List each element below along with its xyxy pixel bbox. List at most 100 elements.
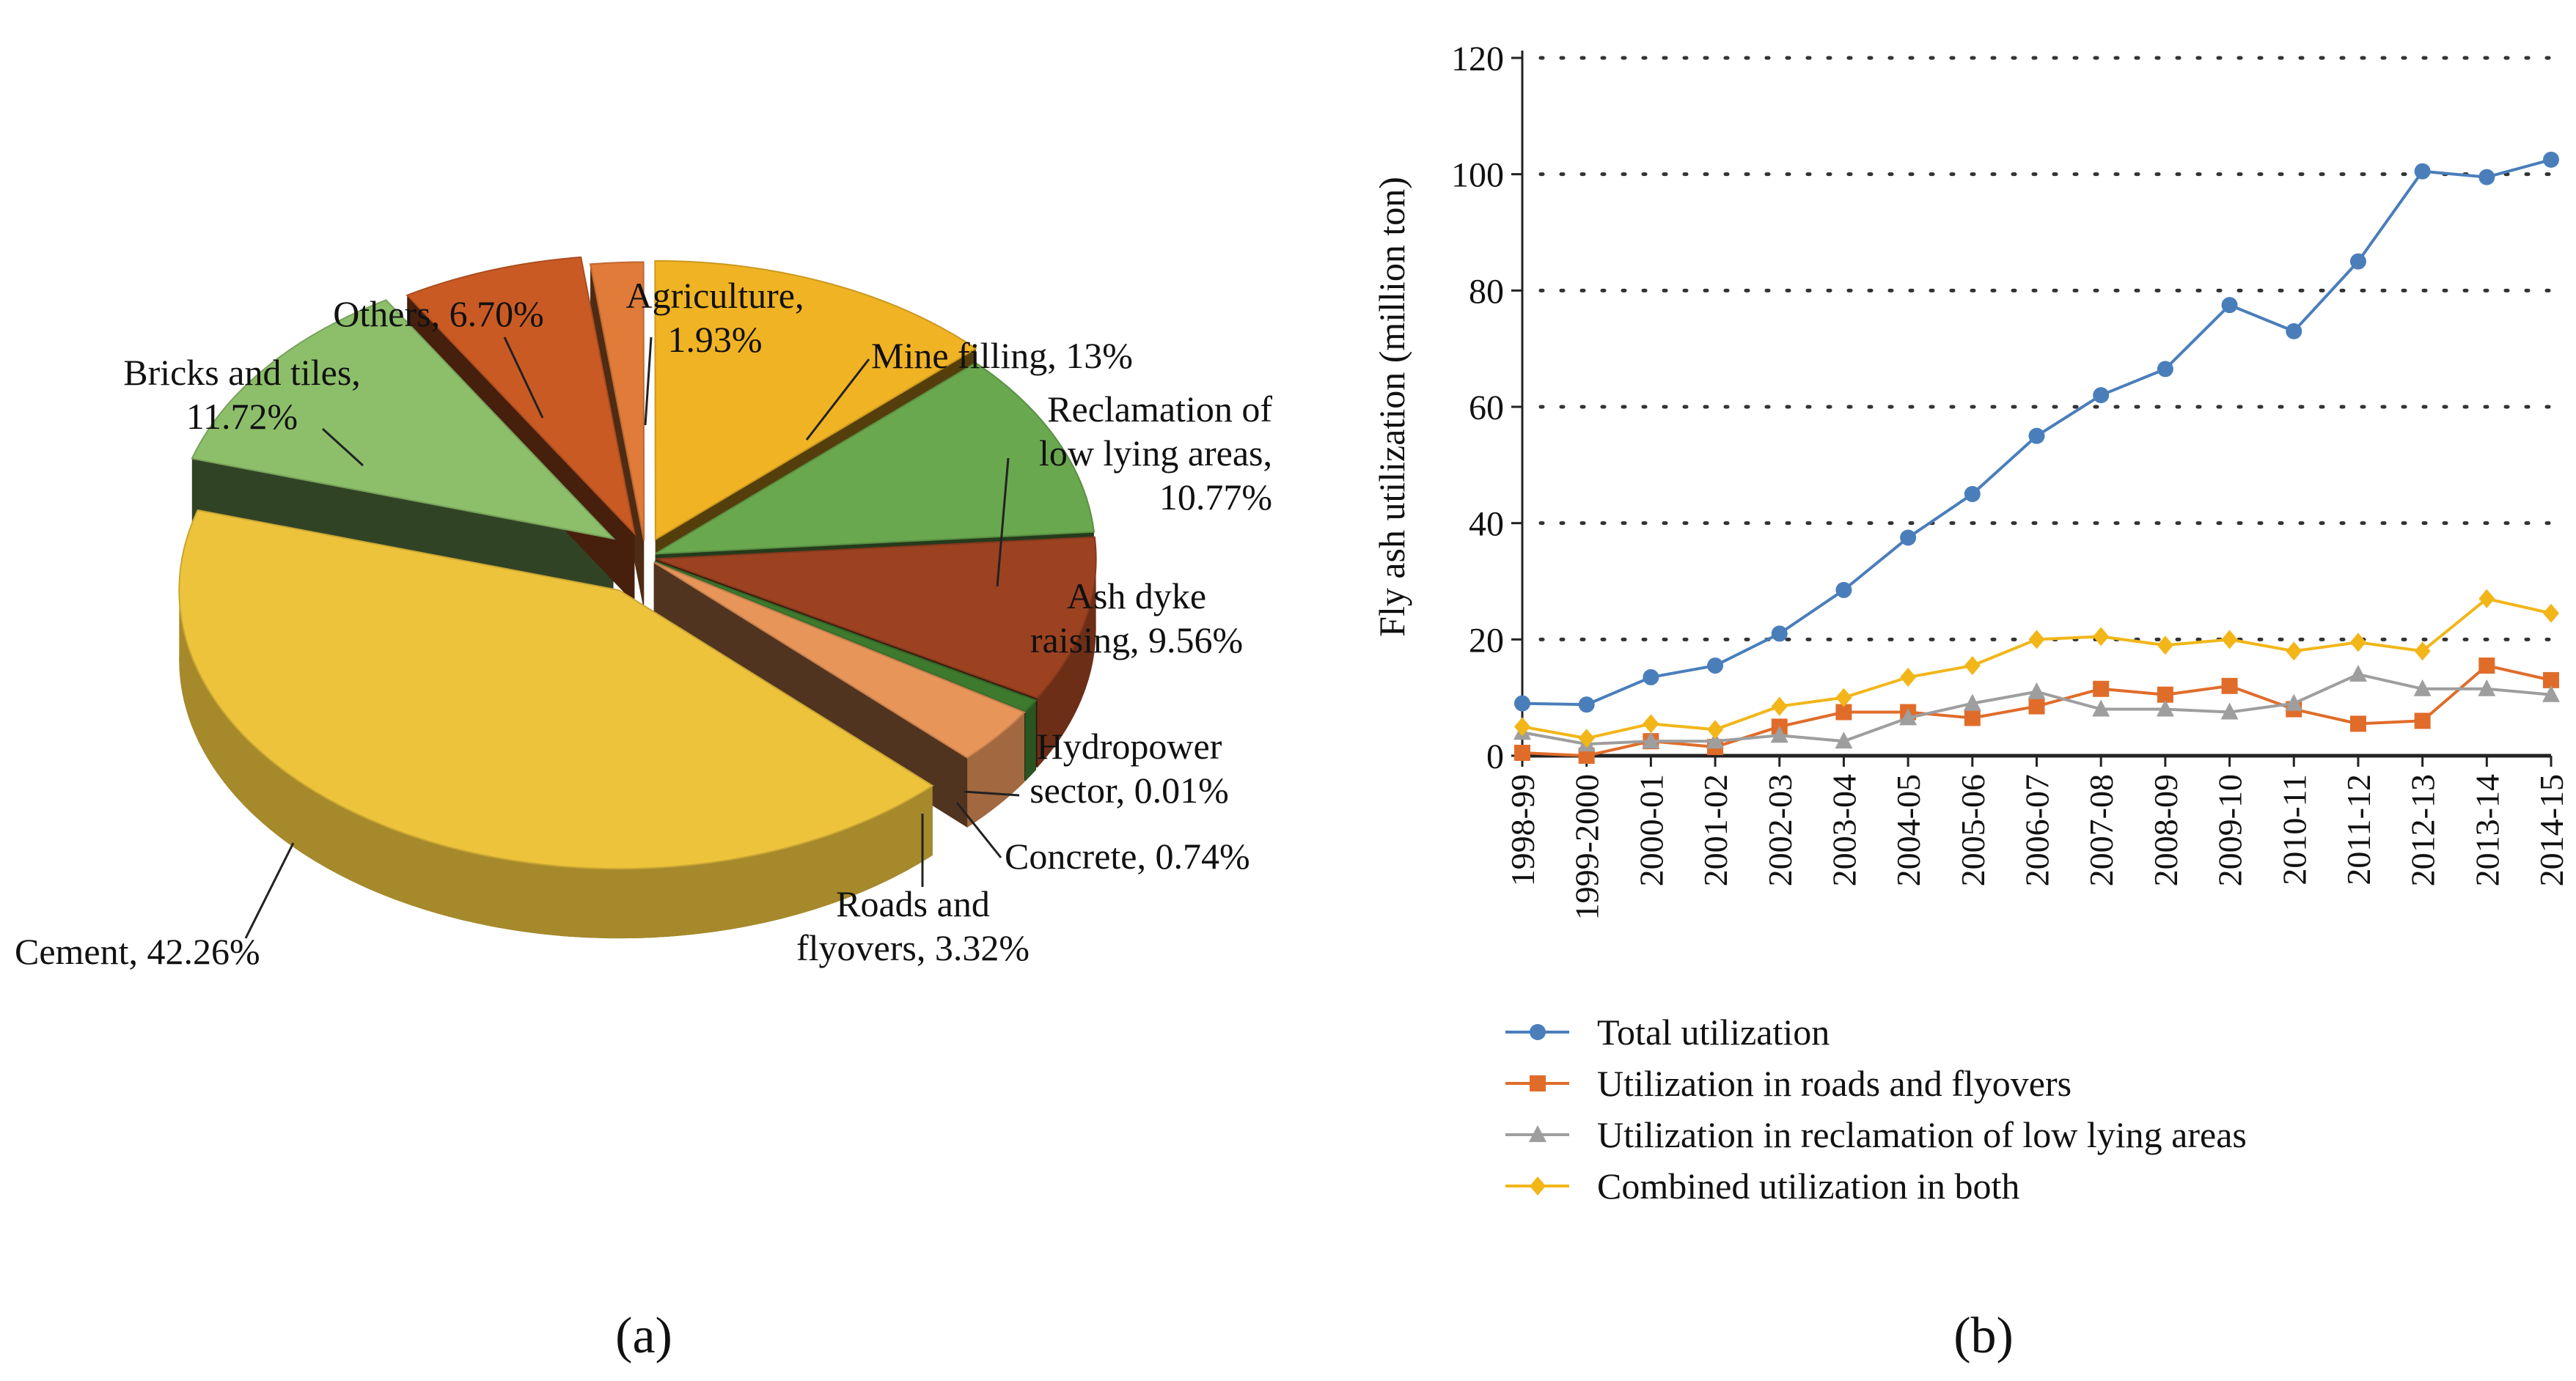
pie-label-agriculture: Agriculture,	[626, 275, 804, 316]
y-tick-label: 100	[1451, 156, 1504, 195]
data-point	[2543, 151, 2559, 168]
data-point	[1771, 696, 1788, 716]
data-point	[2478, 658, 2495, 674]
pie-label-reclamation-of-low-lying-areas: 10.77%	[1159, 476, 1272, 518]
data-point	[1578, 696, 1595, 713]
data-point	[2157, 361, 2173, 378]
pie-slice-concrete	[654, 560, 1038, 712]
data-point	[2028, 682, 2046, 699]
data-point	[2478, 679, 2496, 696]
leader-line	[244, 842, 295, 939]
data-point	[1770, 726, 1788, 743]
data-point	[2220, 702, 2239, 720]
data-point	[1964, 710, 1981, 726]
pie-label-roads-and-flyovers: flyovers, 3.32%	[796, 927, 1030, 968]
leader-line	[805, 358, 870, 441]
data-point	[2543, 603, 2559, 623]
data-point	[2414, 712, 2431, 729]
pie-label-bricks-and-tiles: Bricks and tiles,	[123, 352, 361, 393]
pie-label-bricks-and-tiles: 11.72%	[186, 396, 298, 437]
x-tick-label: 2014-15	[2533, 774, 2570, 886]
pie-label-others: Others, 6.70%	[333, 293, 543, 334]
pie-label-agriculture: 1.93%	[667, 319, 762, 360]
y-axis-label: Fly ash utilization (million ton)	[1371, 177, 1412, 637]
leader-line	[321, 427, 364, 467]
x-tick-label: 2001-02	[1697, 774, 1734, 886]
legend-label: Combined utilization in both	[1597, 1165, 2019, 1207]
data-point	[2286, 323, 2302, 339]
data-point	[1835, 704, 1852, 721]
legend-item: Combined utilization in both	[1505, 1165, 2019, 1207]
data-point	[2093, 680, 2110, 697]
data-point	[2221, 297, 2238, 314]
data-point	[1964, 486, 1981, 502]
data-point	[2542, 685, 2560, 702]
leader-line	[955, 802, 1002, 858]
y-tick-label: 60	[1469, 388, 1504, 427]
x-tick-label: 1998-99	[1504, 774, 1541, 886]
leader-line	[503, 336, 544, 419]
data-point	[1899, 708, 1918, 726]
legend-marker	[1530, 1176, 1546, 1196]
data-point	[1642, 732, 1660, 749]
data-point	[2349, 664, 2367, 682]
legend-label: Utilization in reclamation of low lying …	[1597, 1114, 2247, 1155]
x-tick-label: 2013-14	[2468, 774, 2506, 886]
x-tick-label: 2004-05	[1890, 774, 1927, 886]
data-point	[2543, 671, 2559, 688]
y-tick-label: 0	[1486, 737, 1504, 776]
data-point	[1963, 693, 1981, 711]
pie-label-reclamation-of-low-lying-areas: Reclamation of	[1047, 388, 1272, 430]
pie-labels: Agriculture,1.93% Mine filling, 13% Reclam…	[15, 275, 1272, 972]
data-point	[2414, 163, 2431, 180]
slice-outer-wall	[179, 590, 933, 939]
data-point	[1514, 695, 1530, 712]
data-point	[2028, 427, 2045, 444]
pie-slice-agriculture	[589, 261, 645, 541]
legend-marker	[1529, 1125, 1546, 1142]
data-point	[1900, 667, 1917, 687]
data-point	[1771, 625, 1788, 642]
data-point	[2093, 387, 2110, 404]
pie-chart	[178, 256, 1097, 939]
data-point	[2221, 630, 2238, 649]
pie-label-concrete: Concrete, 0.74%	[1005, 836, 1250, 877]
pie-label-hydropower-sector: sector, 0.01%	[1030, 770, 1229, 811]
data-point	[1964, 656, 1981, 676]
pie-slice-bricks-and-tiles	[191, 299, 616, 540]
pie-label-mine-filling: Mine filling, 13%	[871, 335, 1133, 376]
data-point	[2221, 677, 2238, 694]
data-point	[2286, 641, 2302, 661]
data-point	[2028, 698, 2045, 715]
series-line	[1522, 597, 2552, 740]
x-tick-label: 2010-11	[2275, 774, 2313, 885]
data-point	[2478, 589, 2495, 608]
slice-outer-wall	[1037, 559, 1096, 768]
y-tick-label: 40	[1469, 505, 1504, 544]
pie-slice-roads-and-flyovers	[653, 561, 1026, 759]
pie-label-ash-dyke-raising: raising, 9.56%	[1030, 619, 1243, 660]
pie-slice-cement	[178, 509, 934, 870]
data-point	[2093, 627, 2110, 647]
data-point	[2028, 630, 2045, 649]
series-total-utilization	[1514, 151, 2559, 713]
legend-marker	[1530, 1024, 1546, 1040]
data-point	[2349, 633, 2366, 652]
pie-label-ash-dyke-raising: Ash dyke	[1067, 575, 1206, 616]
legend-label: Total utilization	[1597, 1012, 1830, 1053]
pie-label-hydropower-sector: Hydropower	[1037, 726, 1222, 767]
data-point	[2349, 715, 2366, 732]
data-point	[2349, 253, 2366, 270]
data-point	[1835, 688, 1852, 707]
x-tick-label: 1999-2000	[1568, 774, 1606, 920]
panel-label-b: (b)	[1953, 1308, 2014, 1364]
data-point	[2092, 699, 2110, 717]
leader-line	[996, 457, 1010, 587]
slice-outer-wall	[967, 712, 1025, 828]
y-tick-label: 120	[1451, 40, 1504, 78]
line-chart: 0 20 40 60 80 100 120 1998-99 1999-2000 2000-01 20…	[1451, 40, 2570, 920]
legend-label: Utilization in roads and flyovers	[1597, 1063, 2072, 1104]
legend-item: Total utilization	[1505, 1012, 1830, 1053]
pie-label-roads-and-flyovers: Roads and	[836, 883, 990, 924]
data-point	[1900, 529, 1917, 546]
